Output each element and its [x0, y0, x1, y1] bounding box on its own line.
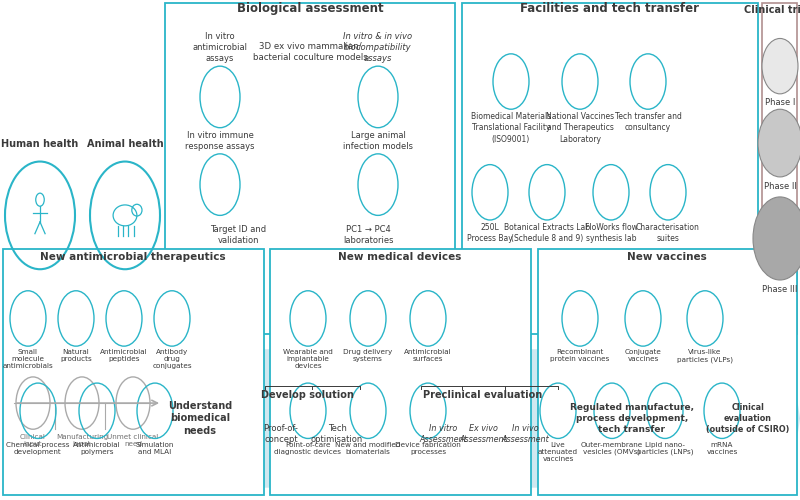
Text: Point-of-care
diagnostic devices: Point-of-care diagnostic devices	[274, 442, 342, 454]
Text: New antimicrobial therapeutics: New antimicrobial therapeutics	[40, 252, 226, 262]
Text: 250L
Process Bay: 250L Process Bay	[467, 223, 513, 243]
Text: Human health: Human health	[2, 139, 78, 149]
Text: Large animal
infection models: Large animal infection models	[343, 130, 413, 151]
Text: Animal health: Animal health	[86, 139, 163, 149]
Text: Manufacturing
input: Manufacturing input	[56, 434, 108, 447]
FancyBboxPatch shape	[3, 249, 264, 496]
FancyBboxPatch shape	[270, 249, 531, 496]
Circle shape	[758, 109, 800, 177]
Text: Drug delivery
systems: Drug delivery systems	[343, 349, 393, 362]
Text: Live
attenuated
vaccines: Live attenuated vaccines	[538, 442, 578, 462]
Text: In vivo
Assessment: In vivo Assessment	[501, 424, 549, 444]
Text: Antimicrobial
surfaces: Antimicrobial surfaces	[404, 349, 452, 362]
FancyBboxPatch shape	[462, 3, 758, 334]
Text: Preclinical evaluation: Preclinical evaluation	[423, 390, 542, 400]
Text: FloWorks flow
synthesis lab: FloWorks flow synthesis lab	[585, 223, 638, 243]
Text: Regulated manufacture,
process development,
tech transfer: Regulated manufacture, process developme…	[570, 403, 694, 434]
Text: Simulation
and MLAI: Simulation and MLAI	[136, 442, 174, 454]
Text: In vitro
antimicrobial
assays: In vitro antimicrobial assays	[193, 32, 247, 63]
Text: Antimicrobial
peptides: Antimicrobial peptides	[100, 349, 148, 362]
Text: Virus-like
particles (VLPs): Virus-like particles (VLPs)	[677, 349, 733, 362]
Circle shape	[762, 38, 798, 94]
Text: Clinical
input: Clinical input	[20, 434, 46, 447]
Text: Tech
optimisation: Tech optimisation	[311, 424, 363, 444]
Text: Clinical trials: Clinical trials	[744, 6, 800, 16]
Polygon shape	[165, 349, 800, 488]
Text: Wearable and
implantable
devices: Wearable and implantable devices	[283, 349, 333, 369]
Text: Natural
products: Natural products	[60, 349, 92, 362]
Text: Outer-membrane
vesicles (OMVs): Outer-membrane vesicles (OMVs)	[581, 442, 643, 455]
Text: In vitro
Assessment: In vitro Assessment	[419, 424, 467, 444]
Text: Device fabrication
processes: Device fabrication processes	[395, 442, 461, 454]
Text: 3D ex vivo mammalian/
bacterial coculture models: 3D ex vivo mammalian/ bacterial cocultur…	[253, 42, 367, 62]
Text: New medical devices: New medical devices	[338, 252, 462, 262]
Text: Proof-of-
concept: Proof-of- concept	[263, 424, 298, 444]
Text: Chemical process
development: Chemical process development	[6, 442, 70, 454]
Text: National Vaccines
and Therapeutics
Laboratory: National Vaccines and Therapeutics Labor…	[546, 112, 614, 144]
FancyBboxPatch shape	[762, 3, 797, 334]
Text: Lipid nano-
particles (LNPs): Lipid nano- particles (LNPs)	[637, 442, 694, 455]
Circle shape	[753, 197, 800, 280]
Text: Understand
biomedical
needs: Understand biomedical needs	[168, 401, 232, 436]
Text: Small
molecule
antimicrobials: Small molecule antimicrobials	[2, 349, 54, 369]
Text: Clinical
evaluation
(outside of CSIRO): Clinical evaluation (outside of CSIRO)	[706, 403, 790, 434]
Text: Botanical Extracts Lab
(Schedule 8 and 9): Botanical Extracts Lab (Schedule 8 and 9…	[504, 223, 590, 243]
Text: New and modified
biomaterials: New and modified biomaterials	[335, 442, 401, 454]
Text: Facilities and tech transfer: Facilities and tech transfer	[521, 2, 699, 16]
Text: Biomedical Materials
Translational Facility
(ISO9001): Biomedical Materials Translational Facil…	[471, 112, 551, 144]
Text: Antibody
drug
conjugates: Antibody drug conjugates	[152, 349, 192, 369]
Text: mRNA
vaccines: mRNA vaccines	[706, 442, 738, 454]
Text: Unmet clinical
need: Unmet clinical need	[107, 434, 158, 447]
Text: New vaccines: New vaccines	[627, 252, 707, 262]
FancyBboxPatch shape	[538, 249, 797, 496]
Text: Biological assessment: Biological assessment	[237, 2, 383, 16]
FancyBboxPatch shape	[165, 3, 455, 334]
Text: PC1 → PC4
laboratories: PC1 → PC4 laboratories	[342, 226, 394, 246]
Text: Phase II: Phase II	[763, 182, 797, 190]
Text: Antimicrobial
polymers: Antimicrobial polymers	[73, 442, 121, 454]
Text: Develop solution: Develop solution	[261, 390, 354, 400]
Text: Tech transfer and
consultancy: Tech transfer and consultancy	[614, 112, 682, 132]
Text: Phase III: Phase III	[762, 284, 798, 294]
Text: In vitro & in vivo
biocompatibility
assays: In vitro & in vivo biocompatibility assa…	[343, 32, 413, 63]
Text: Phase I: Phase I	[765, 98, 795, 108]
Text: Target ID and
validation: Target ID and validation	[210, 226, 266, 246]
Text: Recombinant
protein vaccines: Recombinant protein vaccines	[550, 349, 610, 362]
Text: Characterisation
suites: Characterisation suites	[636, 223, 700, 243]
Text: Conjugate
vaccines: Conjugate vaccines	[625, 349, 662, 362]
Text: Ex vivo
Assessment: Ex vivo Assessment	[459, 424, 507, 444]
Text: In vitro immune
response assays: In vitro immune response assays	[186, 130, 254, 151]
